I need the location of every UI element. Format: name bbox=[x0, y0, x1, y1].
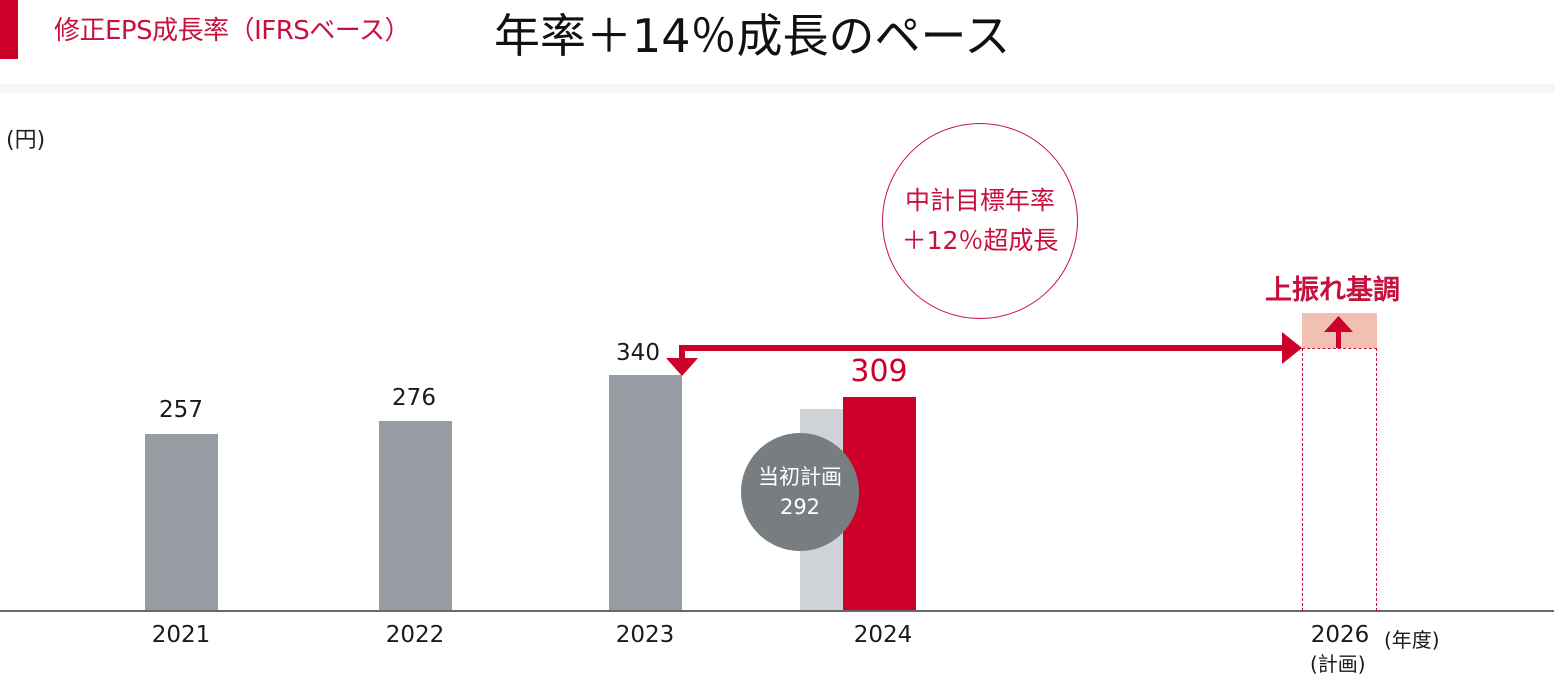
value-label-2023: 340 bbox=[616, 340, 660, 366]
value-label-2024: 309 bbox=[850, 354, 908, 389]
target-line-1: 中計目標年率 bbox=[904, 186, 1055, 215]
target-line-2: ＋12％超成長 bbox=[901, 226, 1059, 255]
x-label-2024: 2024 bbox=[853, 622, 913, 648]
x-label-2022: 2022 bbox=[385, 622, 445, 648]
plan-suffix: (計画) bbox=[1310, 652, 1366, 676]
plan-2026-dashed-bar bbox=[1302, 348, 1377, 611]
header-accent-bar bbox=[0, 0, 18, 59]
x-axis bbox=[0, 610, 1554, 612]
value-label-2021: 257 bbox=[159, 397, 203, 423]
chart-subtitle: 修正EPS成長率（IFRSベース） bbox=[54, 16, 411, 46]
x-label-2021: 2021 bbox=[151, 622, 211, 648]
x-label-2023: 2023 bbox=[615, 622, 675, 648]
y-unit-label: (円) bbox=[6, 128, 46, 153]
midterm-target-badge: 中計目標年率 ＋12％超成長 bbox=[882, 123, 1078, 319]
plan-line-2: 292 bbox=[779, 495, 821, 519]
bar-2023 bbox=[609, 375, 682, 610]
header-divider bbox=[0, 84, 1554, 93]
fiscal-year-suffix: (年度) bbox=[1384, 628, 1440, 652]
bar-2021 bbox=[145, 434, 218, 610]
value-label-2022: 276 bbox=[392, 385, 436, 411]
upside-label: 上振れ基調 bbox=[1265, 275, 1400, 306]
x-label-2026: 2026 bbox=[1310, 622, 1370, 648]
chart-headline: 年率＋14％成長のペース bbox=[494, 9, 1011, 63]
initial-plan-badge: 当初計画 292 bbox=[741, 433, 859, 551]
plan-line-1: 当初計画 bbox=[758, 465, 842, 489]
bar-2022 bbox=[379, 421, 452, 610]
